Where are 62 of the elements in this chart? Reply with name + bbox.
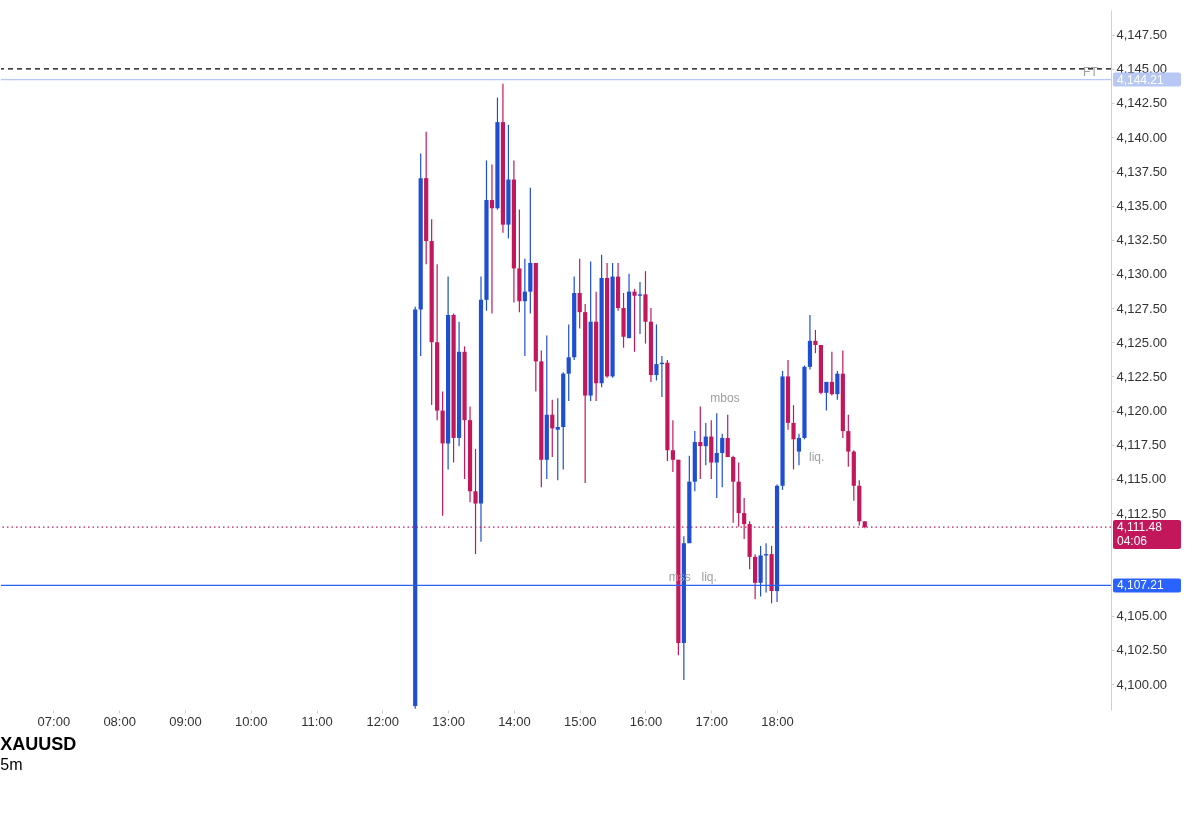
x-tick-label: 18:00: [761, 713, 794, 729]
x-tick-label: 13:00: [432, 713, 465, 729]
candlestick: [714, 412, 719, 499]
x-tick-label: 08:00: [103, 713, 136, 729]
candlestick: [566, 323, 571, 402]
candlestick: [824, 381, 829, 412]
candlestick: [550, 399, 555, 458]
candlestick: [654, 323, 659, 382]
ref-line-label: 4,111.48: [1117, 520, 1163, 535]
x-tick-label: 11:00: [301, 713, 333, 729]
y-tick-label: 4,132.50: [1116, 232, 1168, 248]
annotation: liq.: [701, 570, 717, 585]
candlestick: [703, 422, 708, 466]
candlestick: [813, 329, 818, 354]
candlestick: [796, 433, 802, 466]
candlestick: [522, 258, 527, 357]
annotation: mbos: [710, 391, 740, 406]
candlestick: [829, 351, 834, 397]
y-tick-label: 4,122.50: [1116, 368, 1168, 384]
candlestick: [489, 163, 495, 315]
candlestick: [632, 288, 637, 353]
candlestick: [720, 433, 725, 488]
x-tick-label: 09:00: [169, 713, 202, 729]
y-tick-label: 4,100.00: [1116, 676, 1168, 692]
x-tick-label: 10:00: [234, 713, 268, 729]
candlestick: [698, 405, 703, 480]
y-tick-label: 4,102.50: [1116, 642, 1168, 658]
y-tick-label: 4,142.50: [1116, 95, 1168, 111]
y-tick-label: 4,105.00: [1116, 608, 1168, 624]
x-tick-label: 16:00: [629, 713, 663, 729]
candlestick: [577, 258, 582, 330]
y-tick-label: 4,130.00: [1116, 266, 1168, 282]
candlestick: [835, 370, 840, 401]
y-tick-label: 4,120.00: [1116, 403, 1168, 419]
y-tick-label: 4,137.50: [1116, 163, 1168, 179]
candlestick: [763, 542, 769, 594]
x-tick-label: 12:00: [366, 713, 400, 729]
x-tick-label: 15:00: [563, 713, 597, 729]
y-tick-label: 4,127.50: [1116, 300, 1168, 316]
text: 5m: [0, 756, 23, 773]
ref-line-label: 4,144.21: [1117, 72, 1165, 87]
candlestick: [791, 404, 796, 470]
y-tick-label: 4,117.50: [1116, 437, 1167, 453]
y-tick-label: 4,112.50: [1116, 505, 1167, 521]
y-tick-label: 4,147.50: [1116, 27, 1168, 43]
annotation: FT: [1083, 64, 1099, 79]
y-tick-label: 4,125.00: [1116, 334, 1168, 350]
x-tick-label: 17:00: [695, 713, 729, 729]
candlestick: [725, 414, 730, 458]
candlestick: [846, 414, 851, 468]
text: 04:06: [1117, 534, 1148, 549]
y-tick-label: 4,140.00: [1116, 129, 1168, 145]
candlestick: [555, 397, 560, 481]
candlestick: [670, 419, 675, 473]
ref-line-label: 4,107.21: [1117, 578, 1165, 593]
annotation: liq.: [808, 450, 825, 465]
x-tick-label: 07:00: [37, 713, 71, 729]
text: XAUUSD: [0, 734, 77, 754]
x-tick-label: 14:00: [498, 713, 531, 729]
y-tick-label: 4,135.00: [1116, 198, 1168, 214]
candlestick: [637, 281, 643, 335]
y-tick-label: 4,115.00: [1116, 471, 1167, 487]
